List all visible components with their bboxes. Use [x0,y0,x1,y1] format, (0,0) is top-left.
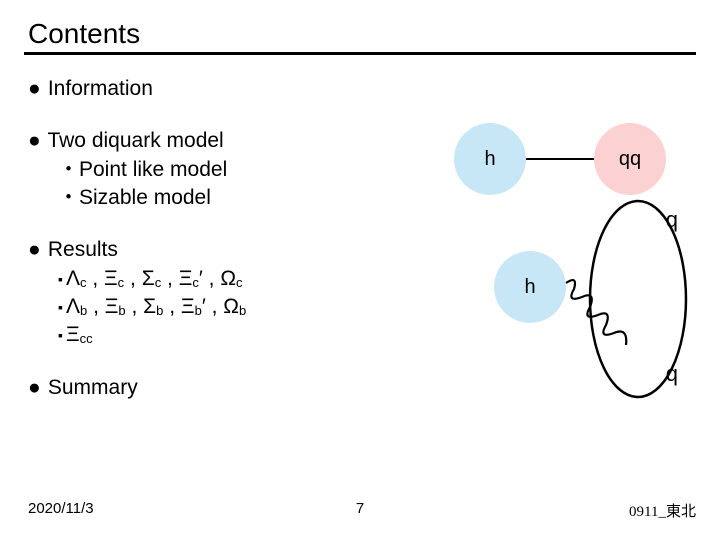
footer-date: 2020/11/3 [28,500,94,517]
node-qq: qq [594,123,666,195]
label-q-top: q [666,207,678,233]
node-h-top: h [454,123,526,195]
item-label: Summary [48,376,138,399]
subitem-cc-baryon: Ξcc [58,323,93,346]
item-label: Two diquark model [47,129,223,152]
subitem-b-baryons: Λb , Ξb , Σb , Ξb′ , Ωb [58,295,246,318]
content-area: ● Information ● Two diquark model Point … [28,75,692,402]
subitem-sizable: Sizable model [58,186,211,209]
item-label: Information [48,77,153,100]
footer-right: 0911_東北 [629,500,696,521]
slide: Contents ● Information ● Two diquark mod… [0,0,720,540]
label-q-bottom: q [666,361,678,387]
slide-title: Contents [24,18,696,55]
subitem-point-like: Point like model [58,158,227,181]
diagram: h qq h q q [428,123,688,403]
footer: 2020/11/3 7 0911_東北 [0,500,720,524]
item-label: Results [48,238,118,261]
node-h-bottom: h [494,251,566,323]
item-information: ● Information [28,75,692,103]
footer-page: 7 [356,500,364,517]
subitem-c-baryons: Λc , Ξc , Σc , Ξc′ , Ωc [58,267,243,290]
